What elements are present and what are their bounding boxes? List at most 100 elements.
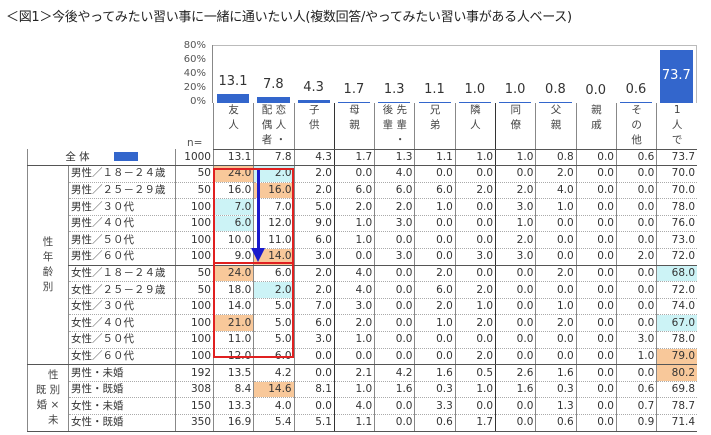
y-axis (212, 45, 213, 103)
value-cell: 2.0 (414, 265, 456, 283)
sample-size: 150 (175, 397, 214, 415)
down-arrow-icon (257, 170, 260, 250)
column-header: 後 先 輩 輩 ・ (374, 103, 415, 150)
sample-size: 100 (175, 248, 214, 266)
value-cell: 2.0 (293, 281, 335, 299)
value-cell: 0.0 (495, 314, 536, 333)
value-cell: 74.0 (656, 298, 698, 316)
row-label: 男性／３０代 (68, 198, 176, 216)
value-cell: 2.0 (414, 298, 456, 316)
column-header: そ の 他 (615, 103, 657, 150)
value-cell: 0.0 (575, 381, 617, 399)
value-cell: 0.0 (495, 298, 536, 316)
value-cell: 0.0 (575, 231, 617, 250)
value-cell: 0.0 (575, 198, 617, 216)
value-cell: 0.0 (575, 165, 617, 183)
column-header: 父 親 (535, 103, 577, 150)
bar (217, 93, 250, 103)
value-cell: 0.0 (615, 231, 657, 250)
value-cell: 16.0 (253, 182, 295, 200)
column-header: 親 戚 (575, 103, 617, 150)
value-cell: 0.0 (615, 281, 657, 299)
table-row: 男性／３０代 100 7.0 7.0 5.0 2.0 2.0 1.0 0.0 3.0 1.0 0.0 0… (28, 198, 698, 216)
value-cell: 0.0 (333, 165, 375, 183)
bar (418, 101, 451, 103)
value-cell: 11.0 (212, 331, 254, 349)
value-cell: 0.6 (615, 149, 657, 167)
sample-size: 350 (175, 414, 214, 432)
row-label: 男性／６０代 (68, 248, 176, 266)
value-cell: 13.5 (212, 364, 254, 382)
highlight-box-female (213, 262, 294, 358)
value-cell: 2.0 (253, 281, 295, 299)
value-cell: 1.0 (454, 149, 496, 167)
figure-title: ＜図1＞今後やってみたい習い事に一緒に通いたい人(複数回答/やってみたい習い事が… (6, 10, 572, 25)
value-cell: 7.0 (253, 198, 295, 216)
value-cell: 0.0 (374, 397, 415, 415)
column-header: 兄 弟 (414, 103, 456, 150)
value-cell: 5.0 (253, 331, 295, 349)
value-cell: 3.0 (374, 215, 415, 233)
value-cell: 5.1 (293, 414, 335, 432)
value-cell: 0.0 (333, 248, 375, 266)
y-tick: 40% (183, 68, 206, 79)
value-cell: 2.1 (333, 364, 375, 382)
sample-size: 50 (175, 265, 214, 283)
value-cell: 0.6 (535, 414, 577, 432)
value-cell: 8.4 (212, 381, 254, 399)
value-cell: 4.0 (374, 165, 415, 183)
value-cell: 1.0 (414, 198, 456, 216)
value-cell: 3.0 (495, 248, 536, 266)
value-cell: 0.9 (615, 414, 657, 432)
value-cell: 1.0 (615, 348, 657, 366)
row-label: 女性／６０代 (68, 348, 176, 366)
bar-value-label: 1.0 (504, 81, 526, 97)
value-cell: 0.0 (575, 182, 617, 200)
bar (539, 101, 572, 103)
value-cell: 7.8 (253, 149, 295, 167)
value-cell: 0.0 (454, 215, 496, 233)
value-cell: 70.0 (656, 182, 698, 200)
column-header: 1 人 で (656, 103, 698, 150)
value-cell: 2.0 (535, 165, 577, 183)
value-cell: 0.0 (454, 397, 496, 415)
value-cell: 1.0 (495, 149, 536, 167)
sample-size: 192 (175, 364, 214, 382)
value-cell: 6.0 (333, 182, 375, 200)
sample-size: 100 (175, 331, 214, 349)
value-cell: 9.0 (212, 248, 254, 266)
value-cell: 71.4 (656, 414, 698, 432)
value-cell: 5.0 (253, 314, 295, 333)
y-tick: 80% (183, 40, 206, 51)
value-cell: 0.0 (535, 281, 577, 299)
bar (499, 101, 532, 103)
value-cell: 2.0 (454, 182, 496, 200)
value-cell: 0.3 (414, 381, 456, 399)
value-cell: 13.3 (212, 397, 254, 415)
value-cell: 0.0 (495, 414, 536, 432)
value-cell: 0.8 (535, 149, 577, 167)
value-cell: 1.3 (374, 149, 415, 167)
value-cell: 0.0 (575, 314, 617, 333)
bar-value-label: 1.7 (343, 81, 365, 97)
value-cell: 2.0 (615, 248, 657, 266)
value-cell: 79.0 (656, 348, 698, 366)
value-cell: 70.0 (656, 165, 698, 183)
value-cell: 0.5 (454, 364, 496, 382)
value-cell: 76.0 (656, 215, 698, 233)
value-cell: 1.1 (414, 149, 456, 167)
bar-value-label: 0.0 (585, 83, 607, 98)
value-cell: 0.0 (495, 397, 536, 415)
value-cell: 4.2 (253, 364, 295, 382)
value-cell: 0.0 (575, 298, 617, 316)
sample-size: 100 (175, 231, 214, 250)
value-cell: 0.0 (575, 248, 617, 266)
row-label: 女性／１８－２４歳 (68, 265, 176, 283)
sample-size: 100 (175, 215, 214, 233)
value-cell: 72.0 (656, 248, 698, 266)
bar-chart: 80% 60% 40% 20% 0% 13.1 7.8 4.3 1.7 1.3 1.1 1.… (0, 0, 711, 152)
column-header: 同 僚 (495, 103, 536, 150)
value-cell: 0.7 (615, 397, 657, 415)
value-cell: 78.0 (656, 198, 698, 216)
value-cell: 6.0 (293, 314, 335, 333)
